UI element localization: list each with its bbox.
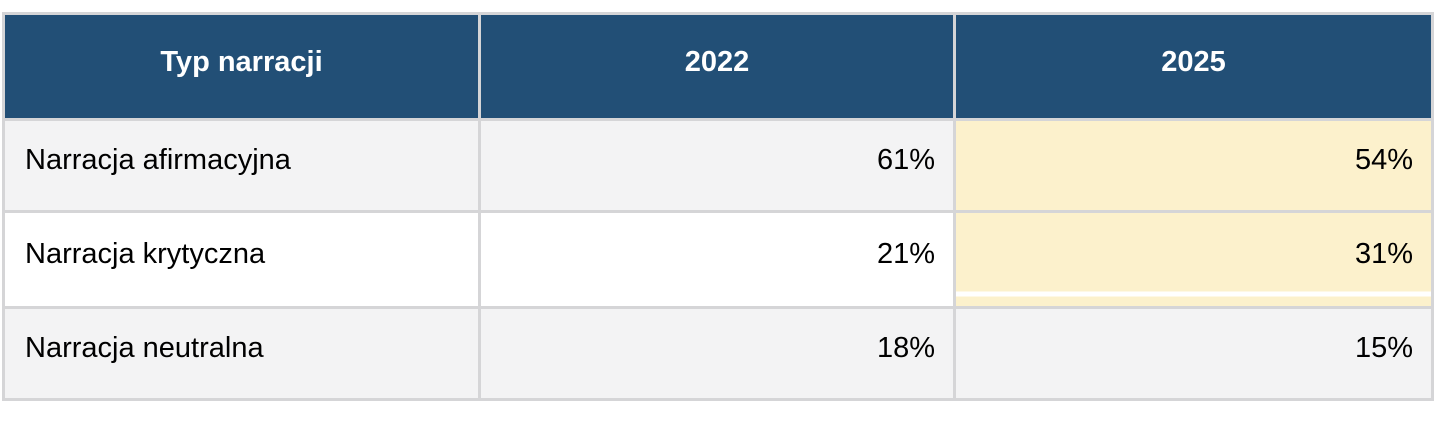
value-2025-highlighted: 31% <box>953 210 1434 309</box>
narrative-type-table-container: Typ narracji 2022 2025 Narracja afirmacy… <box>2 12 1434 401</box>
row-label: Narracja afirmacyjna <box>2 118 481 213</box>
table-row-krytyczna: Narracja krytyczna 21% 31% <box>2 210 1434 309</box>
header-cell-typ-narracji: Typ narracji <box>2 12 481 121</box>
narrative-type-table: Typ narracji 2022 2025 Narracja afirmacy… <box>2 12 1434 401</box>
table-row-neutralna: Narracja neutralna 18% 15% <box>2 306 1434 401</box>
row-label: Narracja neutralna <box>2 306 481 401</box>
header-cell-2022: 2022 <box>478 12 956 121</box>
row-label: Narracja krytyczna <box>2 210 481 309</box>
value-2022: 21% <box>478 210 956 309</box>
table-row-afirmacyjna: Narracja afirmacyjna 61% 54% <box>2 118 1434 213</box>
table-header: Typ narracji 2022 2025 <box>2 12 1434 121</box>
value-2025: 15% <box>953 306 1434 401</box>
value-2022: 18% <box>478 306 956 401</box>
value-2022: 61% <box>478 118 956 213</box>
header-row: Typ narracji 2022 2025 <box>2 12 1434 121</box>
table-body: Narracja afirmacyjna 61% 54% Narracja kr… <box>2 118 1434 401</box>
value-2025-highlighted: 54% <box>953 118 1434 213</box>
header-cell-2025: 2025 <box>953 12 1434 121</box>
